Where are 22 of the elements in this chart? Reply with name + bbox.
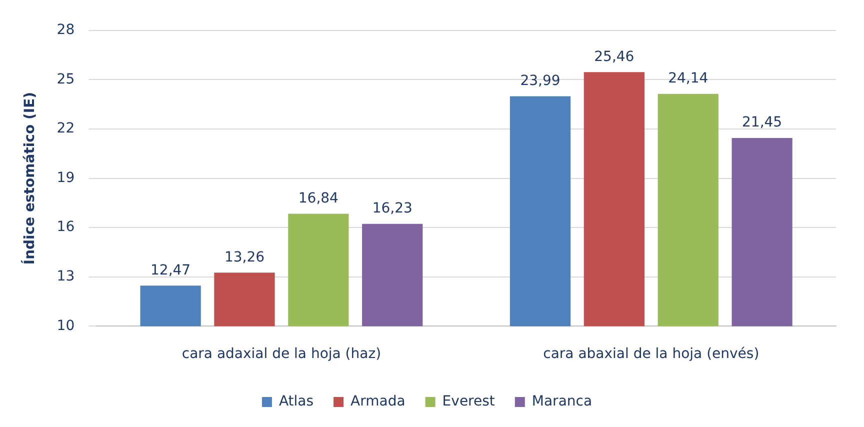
data-label: 13,26 <box>224 249 265 266</box>
data-label: 24,14 <box>668 70 708 86</box>
legend-label: Maranca <box>532 394 592 410</box>
y-tick-label: 19 <box>56 170 75 186</box>
y-tick-label: 10 <box>56 318 75 334</box>
legend-label: Armada <box>350 394 406 410</box>
data-label: 23,99 <box>520 72 560 89</box>
y-tick-label: 25 <box>56 71 75 88</box>
data-label: 16,84 <box>298 190 339 206</box>
data-label: 12,47 <box>150 262 191 278</box>
y-tick-label: 22 <box>56 120 75 137</box>
legend-label: Atlas <box>278 394 314 410</box>
y-tick-label: 16 <box>56 219 75 236</box>
y-tick-label: 13 <box>56 268 75 285</box>
y-tick-label: 28 <box>56 22 75 38</box>
y-axis-title: Índice estomático (IE) <box>21 92 38 265</box>
x-tick-label: cara abaxial de la hoja (envés) <box>543 346 760 362</box>
data-label: 25,46 <box>594 48 634 65</box>
x-tick-label: cara adaxial de la hoja (haz) <box>182 346 382 362</box>
data-label: 16,23 <box>372 200 412 216</box>
data-label: 21,45 <box>742 114 782 131</box>
legend-label: Everest <box>442 394 496 410</box>
